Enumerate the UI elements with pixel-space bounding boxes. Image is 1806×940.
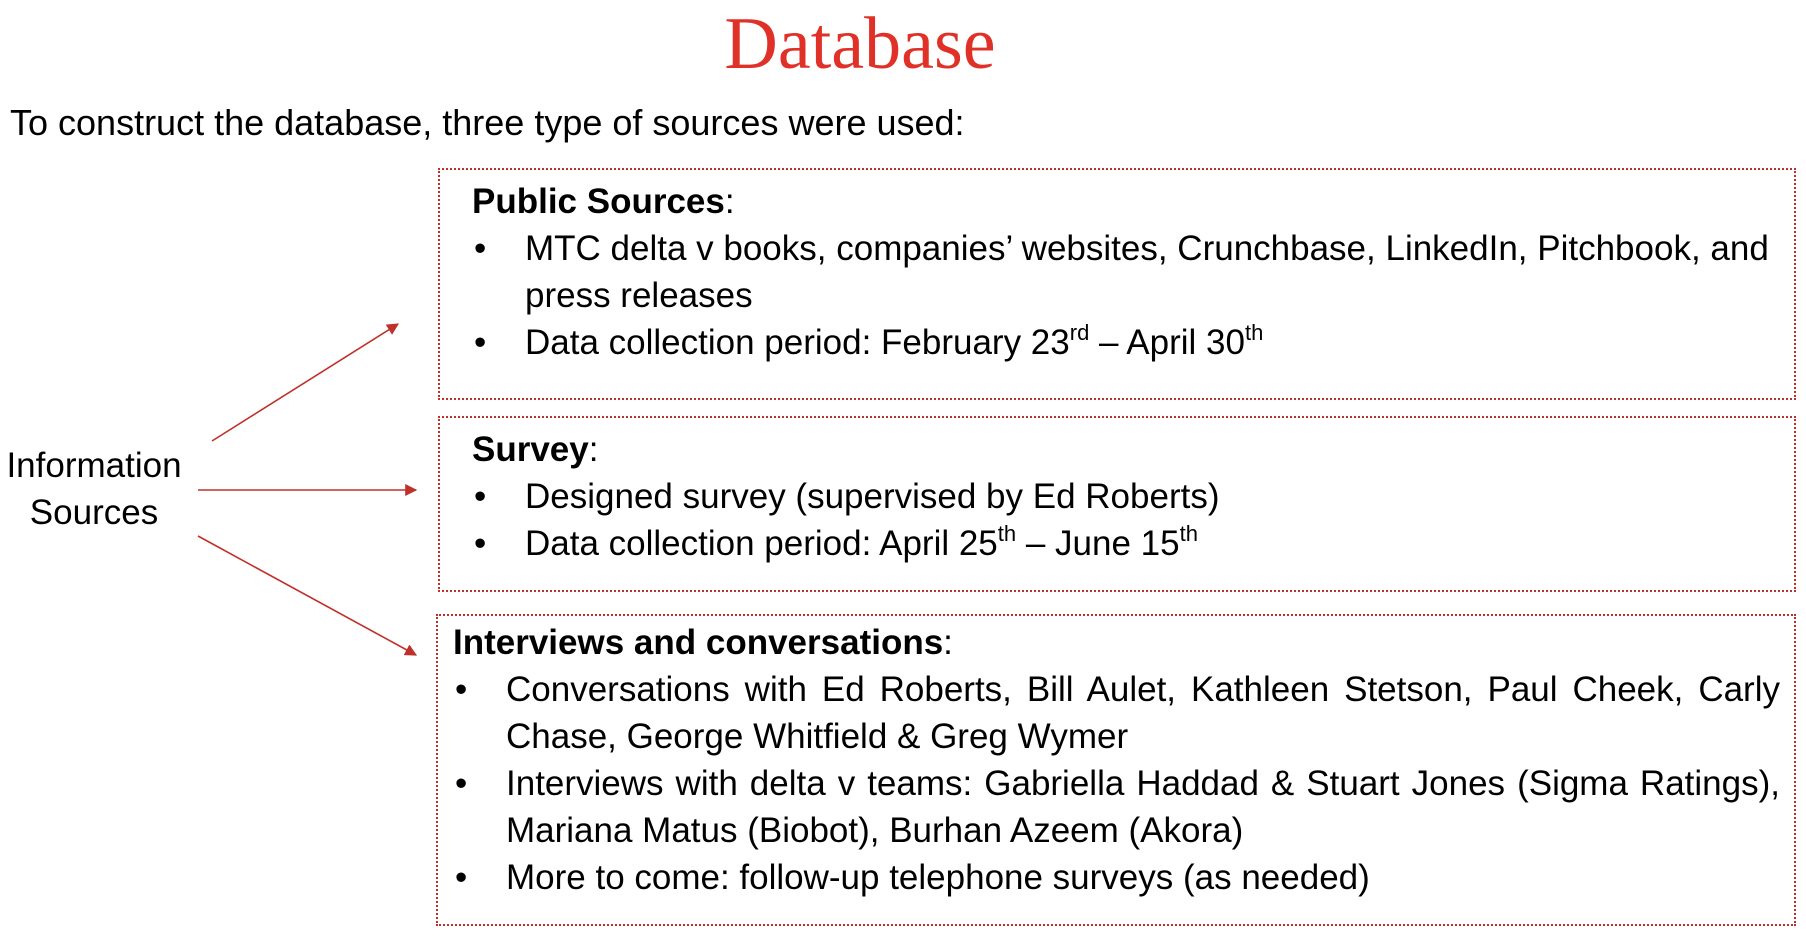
- information-sources-line1: Information: [6, 446, 182, 485]
- list-item: • Data collection period: April 25th – Ju…: [472, 520, 1780, 567]
- list-item: • MTC delta v books, companies’ websites,…: [472, 225, 1780, 319]
- interviews-box: Interviews and conversations: • Conversat…: [436, 614, 1796, 926]
- arrow-to-interviews: [197, 535, 418, 656]
- list-item: • More to come: follow-up telephone surve…: [453, 854, 1780, 901]
- survey-list: • Designed survey (supervised by Ed Rober…: [472, 473, 1780, 567]
- list-item-text: – April 30: [1089, 323, 1245, 362]
- interviews-heading-text: Interviews and conversations: [453, 623, 944, 662]
- list-item-text: Data collection period: April 25: [525, 524, 998, 563]
- information-sources-line2: Sources: [29, 493, 159, 532]
- list-item: • Designed survey (supervised by Ed Rober…: [472, 473, 1780, 520]
- page-title: Database: [724, 3, 996, 85]
- interviews-list: • Conversations with Ed Roberts, Bill Aul…: [453, 666, 1780, 901]
- list-item-text: Data collection period: February 23: [525, 323, 1070, 362]
- bullet-icon: •: [474, 229, 487, 268]
- public-sources-box: Public Sources: • MTC delta v books, comp…: [438, 168, 1796, 400]
- public-sources-heading: Public Sources:: [472, 178, 1780, 225]
- list-item: • Data collection period: February 23rd –…: [472, 319, 1780, 366]
- survey-heading: Survey:: [472, 426, 1780, 473]
- intro-text: To construct the database, three type of…: [10, 102, 965, 143]
- survey-heading-text: Survey: [472, 430, 589, 469]
- bullet-icon: •: [455, 764, 468, 803]
- bullet-icon: •: [455, 670, 468, 709]
- list-item-text: Interviews with delta v teams: Gabriella…: [506, 764, 1780, 850]
- list-item: • Interviews with delta v teams: Gabriell…: [453, 760, 1780, 854]
- public-sources-list: • MTC delta v books, companies’ websites,…: [472, 225, 1780, 366]
- bullet-icon: •: [474, 524, 487, 563]
- ordinal-suffix: th: [1244, 320, 1264, 345]
- public-sources-heading-text: Public Sources: [472, 182, 725, 221]
- information-sources-label: Information Sources: [0, 442, 194, 536]
- ordinal-suffix: th: [1179, 521, 1198, 546]
- heading-colon: :: [724, 182, 735, 221]
- list-item-text: – June 15: [1016, 524, 1180, 563]
- list-item-text: Designed survey (supervised by Ed Robert…: [525, 477, 1220, 516]
- bullet-icon: •: [474, 477, 487, 516]
- bullet-icon: •: [474, 323, 487, 362]
- list-item-text: More to come: follow-up telephone survey…: [506, 858, 1370, 897]
- list-item-text: Conversations with Ed Roberts, Bill Aule…: [506, 670, 1780, 756]
- ordinal-suffix: th: [997, 521, 1017, 546]
- heading-colon: :: [943, 623, 953, 662]
- arrow-to-public-sources: [211, 323, 400, 442]
- heading-colon: :: [588, 430, 599, 469]
- list-item-text: MTC delta v books, companies’ websites, …: [525, 229, 1769, 315]
- list-item: • Conversations with Ed Roberts, Bill Aul…: [453, 666, 1780, 760]
- survey-box: Survey: • Designed survey (supervised by …: [438, 416, 1796, 592]
- bullet-icon: •: [455, 858, 468, 897]
- interviews-heading: Interviews and conversations:: [453, 619, 1780, 666]
- ordinal-suffix: rd: [1069, 320, 1090, 345]
